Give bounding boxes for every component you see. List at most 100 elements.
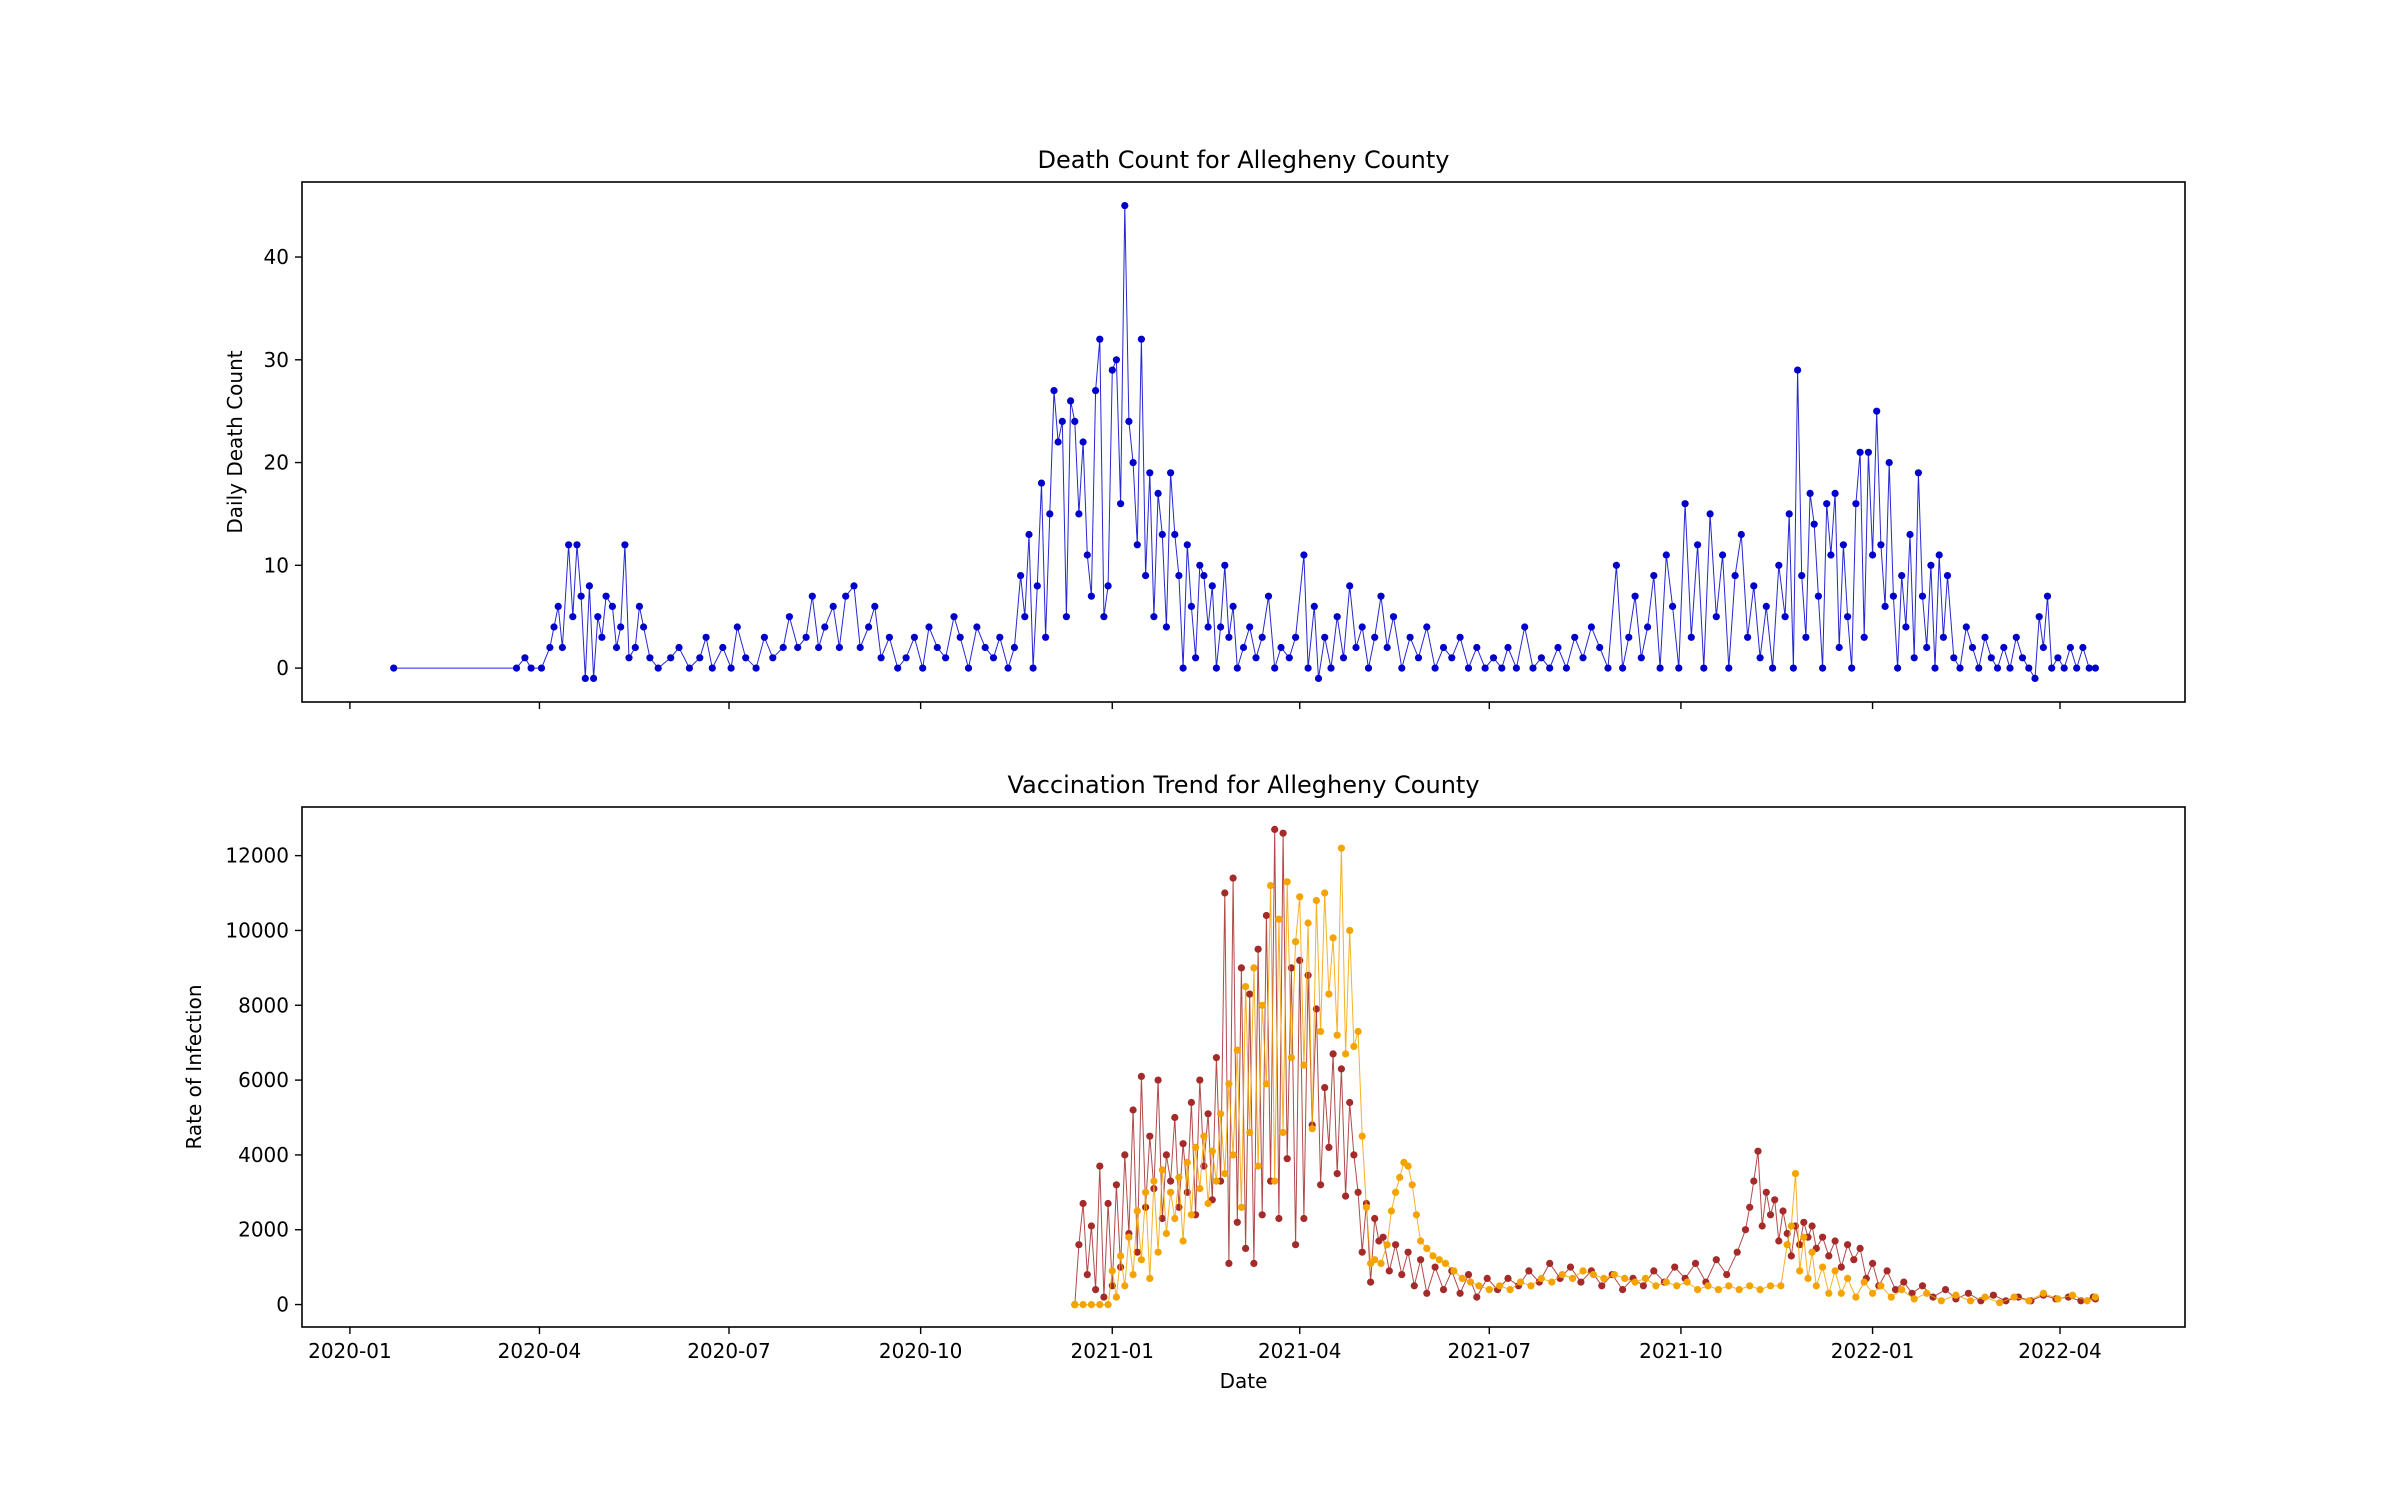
data-point — [1158, 530, 1166, 539]
data-point — [1785, 510, 1793, 518]
data-point — [1117, 500, 1125, 508]
data-point — [1104, 1301, 1112, 1309]
data-point — [1312, 896, 1320, 905]
data-point — [1142, 572, 1150, 580]
data-point — [1229, 874, 1237, 882]
data-point — [1485, 1286, 1493, 1294]
data-point — [1852, 1293, 1860, 1301]
y-tick-label: 10 — [264, 553, 289, 577]
data-point — [1275, 1214, 1283, 1223]
data-point — [1133, 1207, 1141, 1215]
data-point — [1902, 623, 1910, 631]
data-point — [569, 613, 577, 621]
data-point — [1681, 500, 1689, 508]
data-point — [1204, 1199, 1212, 1208]
data-point — [558, 643, 567, 652]
data-point — [1406, 633, 1414, 641]
data-point — [1314, 674, 1323, 683]
data-point — [1187, 1211, 1195, 1219]
data-point — [1321, 889, 1329, 897]
data-point — [1464, 1271, 1473, 1279]
data-point — [1010, 643, 1019, 652]
data-point — [537, 664, 546, 672]
data-point — [1918, 592, 1927, 600]
data-point — [1546, 664, 1554, 672]
data-point — [1631, 1278, 1639, 1286]
data-point — [1891, 1286, 1900, 1294]
data-point — [646, 654, 654, 662]
data-point — [685, 664, 694, 672]
data-point — [1258, 633, 1266, 641]
data-point — [640, 623, 648, 631]
data-point — [625, 654, 633, 662]
data-point — [733, 623, 741, 631]
data-point — [1673, 1282, 1681, 1290]
data-point — [1966, 1297, 1975, 1305]
data-point — [1714, 1286, 1722, 1294]
data-point — [1246, 1128, 1254, 1137]
data-point — [742, 654, 750, 662]
data-point — [1296, 893, 1304, 901]
data-point — [1731, 572, 1739, 580]
data-point — [1392, 1188, 1400, 1196]
data-point — [1506, 1286, 1514, 1294]
data-point — [1935, 551, 1943, 559]
data-point — [850, 582, 858, 590]
data-point — [1354, 1188, 1362, 1196]
data-point — [1779, 1207, 1787, 1215]
data-point — [1898, 1286, 1906, 1294]
data-point — [1017, 572, 1025, 580]
data-point — [1327, 664, 1335, 672]
data-point — [1221, 561, 1229, 569]
data-point — [1887, 1293, 1895, 1301]
data-point — [1812, 1282, 1820, 1290]
data-point — [1796, 1267, 1804, 1275]
data-point — [1831, 489, 1839, 497]
data-point — [1735, 1286, 1743, 1294]
data-point — [1204, 1110, 1212, 1118]
data-point — [1367, 1278, 1375, 1286]
data-point — [1129, 1106, 1137, 1114]
data-point — [1321, 1084, 1329, 1092]
data-point — [2054, 1295, 2062, 1303]
data-point — [1175, 572, 1183, 580]
data-point — [1277, 643, 1285, 652]
data-point — [1204, 623, 1212, 631]
data-point — [1939, 633, 1947, 641]
data-point — [2010, 1293, 2018, 1301]
data-point — [996, 633, 1004, 641]
data-point — [885, 633, 894, 641]
data-point — [1279, 1128, 1287, 1137]
data-point — [1133, 541, 1141, 549]
data-point — [1456, 633, 1464, 641]
data-point — [1242, 983, 1250, 991]
data-point — [617, 623, 625, 631]
data-point — [1037, 479, 1046, 487]
data-point — [1908, 1289, 1916, 1297]
data-point — [1142, 1203, 1150, 1211]
data-point — [1869, 1259, 1877, 1267]
data-point — [708, 664, 716, 672]
data-point — [1333, 1170, 1341, 1178]
data-point — [1354, 1027, 1362, 1036]
data-point — [1079, 1301, 1087, 1309]
data-point — [1067, 397, 1075, 405]
data-point — [702, 633, 710, 641]
data-point — [1621, 1274, 1629, 1282]
death-y-axis: 0 10 20 30 40 — [264, 245, 302, 680]
data-point — [1167, 1188, 1175, 1196]
data-point — [973, 623, 981, 631]
data-point — [1439, 1286, 1448, 1294]
x-tick-label: 2021-01 — [1070, 1339, 1154, 1363]
data-point — [1296, 956, 1304, 965]
data-point — [1112, 1293, 1120, 1301]
data-point — [631, 643, 639, 652]
data-point — [1171, 1113, 1179, 1122]
data-point — [1837, 1289, 1845, 1297]
data-point — [1321, 633, 1329, 641]
data-point — [1121, 1282, 1129, 1290]
data-point — [1937, 1297, 1945, 1305]
data-point — [1844, 613, 1852, 621]
data-point — [1435, 1256, 1443, 1264]
data-point — [1075, 510, 1083, 518]
